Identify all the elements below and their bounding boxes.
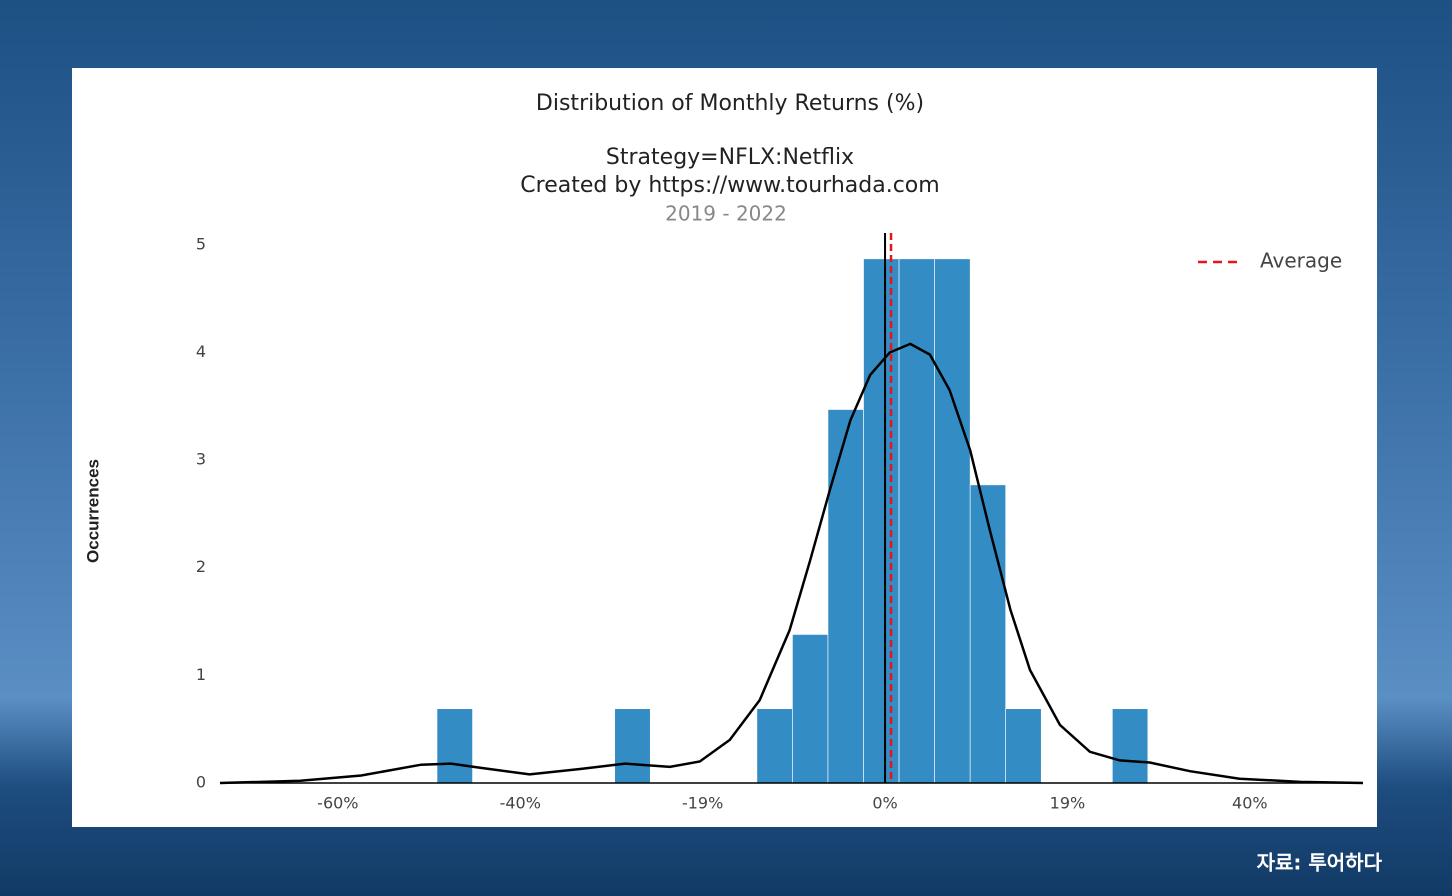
y-tick-label: 4	[196, 342, 206, 361]
x-tick-label: -60%	[317, 794, 358, 813]
chart-panel	[72, 68, 1377, 827]
bar	[436, 708, 473, 784]
chart-title: Distribution of Monthly Returns (%)	[536, 91, 924, 116]
bar	[614, 708, 651, 784]
bar	[969, 484, 1006, 784]
x-tick-label: 0%	[872, 794, 897, 813]
x-tick-label: 40%	[1232, 794, 1268, 813]
bar	[898, 258, 935, 784]
y-tick-label: 1	[196, 665, 206, 684]
y-tick-label: 5	[196, 234, 206, 253]
bar	[792, 634, 829, 784]
bar	[1112, 708, 1149, 784]
chart-subtitle: Created by https://www.tourhada.com	[520, 173, 939, 198]
x-tick-label: -40%	[500, 794, 541, 813]
x-tick-label: -19%	[682, 794, 723, 813]
legend-label: Average	[1260, 249, 1342, 273]
y-tick-label: 3	[196, 450, 206, 469]
y-tick-label: 2	[196, 557, 206, 576]
bar	[827, 409, 864, 784]
period-label: 2019 - 2022	[665, 202, 787, 226]
y-tick-label: 0	[196, 773, 206, 792]
bar	[934, 258, 971, 784]
kde-line	[219, 342, 1364, 785]
source-label: 자료: 투어하다	[1257, 851, 1383, 875]
chart-subtitle: Strategy=NFLX:Netflix	[606, 145, 854, 170]
y-axis-label: Occurrences	[83, 459, 102, 563]
x-tick-label: 19%	[1050, 794, 1086, 813]
bar	[863, 258, 900, 784]
bar	[1005, 708, 1042, 784]
bar	[756, 708, 793, 784]
